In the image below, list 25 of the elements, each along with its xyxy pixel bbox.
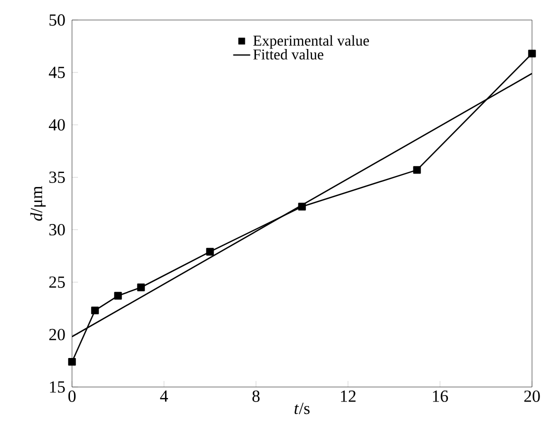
x-tick-label: 20 [524, 390, 540, 402]
point [413, 166, 421, 174]
y-tick-label: 30 [49, 224, 65, 236]
legend-label: Fitted value [253, 49, 324, 60]
point [137, 284, 145, 292]
x-tick-label: 0 [68, 390, 76, 402]
x-tick-label: 8 [252, 390, 260, 402]
x-tick-label: 4 [160, 390, 168, 402]
y-tick-label: 45 [48, 66, 65, 78]
x-tick-label: 16 [433, 390, 448, 402]
x-axis-title: t/s [294, 402, 310, 414]
y-tick-label: 35 [49, 172, 65, 183]
point [298, 202, 306, 210]
point [206, 248, 214, 256]
legend-label: Experimental value [253, 35, 369, 49]
y-tick-label: 25 [49, 276, 65, 288]
y-tick-label: 15 [50, 381, 65, 393]
point [68, 358, 76, 366]
y-tick-label: 50 [50, 14, 65, 26]
y-tick-label: 20 [49, 328, 65, 340]
x-tick-label: 12 [341, 390, 356, 402]
point [91, 306, 99, 314]
y-tick-label: 40 [48, 119, 65, 131]
point [114, 292, 122, 300]
point [528, 50, 536, 58]
